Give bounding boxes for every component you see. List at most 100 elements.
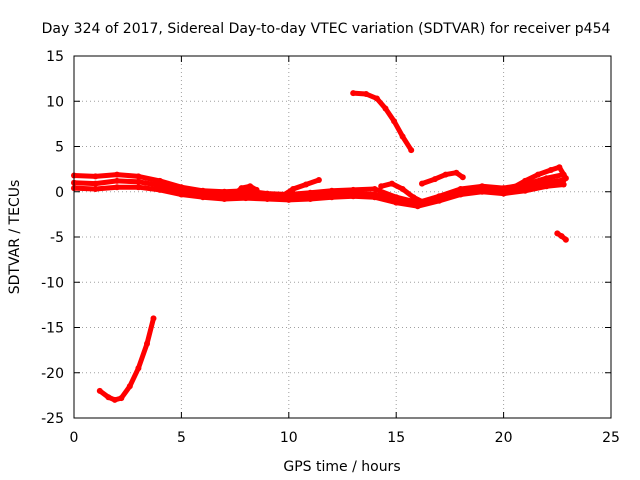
data-point	[92, 173, 99, 180]
x-tick-label: 25	[602, 430, 620, 446]
data-point	[436, 197, 443, 204]
data-point	[350, 90, 357, 97]
data-point	[238, 185, 245, 192]
data-point	[114, 184, 120, 191]
data-point	[522, 177, 529, 184]
x-tick-label: 15	[387, 430, 405, 446]
data-point	[105, 394, 112, 401]
data-point	[114, 177, 120, 184]
data-point	[547, 167, 554, 173]
data-point	[399, 186, 406, 192]
data-point	[399, 133, 406, 140]
data-point	[315, 177, 322, 183]
data-point	[114, 171, 120, 178]
data-point	[410, 194, 417, 201]
data-point	[558, 233, 565, 240]
x-axis-label: GPS time / hours	[283, 459, 400, 475]
data-point	[371, 194, 378, 201]
data-point	[543, 175, 550, 182]
data-point	[199, 194, 206, 201]
data-point	[135, 178, 142, 185]
data-point	[457, 191, 464, 198]
data-point	[562, 236, 569, 243]
data-point	[442, 171, 449, 178]
series-hump-8h	[230, 183, 260, 198]
data-point	[277, 194, 284, 201]
data-point	[535, 171, 541, 178]
data-point	[92, 186, 99, 192]
data-point	[421, 199, 428, 206]
data-point	[96, 387, 103, 394]
data-point	[419, 180, 425, 187]
data-point	[242, 195, 249, 202]
y-axis-label: SDTVAR / TECUs	[7, 180, 23, 295]
data-point	[509, 185, 516, 192]
data-point	[92, 180, 99, 187]
y-tick-label: -10	[41, 275, 64, 291]
y-axis-ticks: 15 10 5 0 -5 -10 -15 -20 -25	[41, 49, 611, 427]
y-tick-label: -25	[41, 411, 64, 427]
data-point	[135, 184, 142, 191]
data-point	[221, 196, 228, 202]
series-rise-10h	[277, 177, 322, 200]
data-point	[560, 181, 567, 188]
data-point	[264, 196, 271, 202]
data-point	[178, 191, 185, 198]
y-tick-label: -20	[41, 366, 64, 382]
data-point	[118, 395, 125, 402]
x-tick-label: 20	[495, 430, 513, 446]
data-point	[459, 174, 466, 181]
data-point	[391, 118, 398, 125]
y-tick-label: 15	[46, 49, 64, 65]
data-point	[156, 177, 163, 184]
data-point	[156, 186, 163, 193]
data-point	[307, 196, 314, 202]
y-tick-label: 0	[55, 185, 64, 201]
data-point	[144, 340, 150, 347]
data-point	[178, 186, 185, 193]
data-point	[303, 181, 309, 188]
x-tick-label: 0	[70, 430, 79, 446]
grid	[74, 56, 611, 418]
data-point	[350, 193, 357, 200]
data-point	[479, 188, 486, 195]
data-point	[156, 182, 163, 189]
data-point	[247, 183, 254, 190]
data-point	[253, 186, 260, 193]
data-point	[363, 91, 370, 97]
y-tick-label: -15	[41, 321, 64, 337]
data-point	[554, 230, 561, 237]
data-point	[453, 169, 460, 176]
x-axis-ticks: 0 5 10 15 20 25	[70, 56, 620, 446]
data-point	[285, 196, 292, 203]
y-tick-label: 5	[55, 140, 64, 156]
data-point	[111, 396, 118, 403]
data-point	[543, 183, 550, 190]
data-point	[135, 365, 142, 372]
x-tick-label: 10	[280, 430, 298, 446]
data-point	[388, 180, 395, 187]
data-point	[562, 175, 569, 182]
data-point	[230, 192, 236, 199]
data-point	[556, 164, 563, 171]
series-band-upper	[71, 172, 567, 206]
y-tick-label: -5	[50, 230, 64, 246]
data-point	[431, 176, 438, 183]
series-arc-low	[97, 315, 156, 403]
data-point	[414, 203, 421, 210]
data-point	[500, 190, 507, 197]
data-point	[126, 383, 133, 390]
data-point	[371, 186, 378, 192]
data-point	[150, 315, 157, 322]
series-band-middle	[71, 177, 567, 208]
chart-title: Day 324 of 2017, Sidereal Day-to-day VTE…	[42, 21, 611, 37]
series-band-lower	[71, 182, 567, 209]
data-point	[373, 95, 380, 102]
x-tick-label: 5	[177, 430, 186, 446]
data-point	[328, 194, 335, 201]
data-point	[522, 187, 529, 194]
data-point	[135, 173, 142, 180]
data-point	[408, 147, 415, 154]
data-point	[382, 105, 389, 112]
